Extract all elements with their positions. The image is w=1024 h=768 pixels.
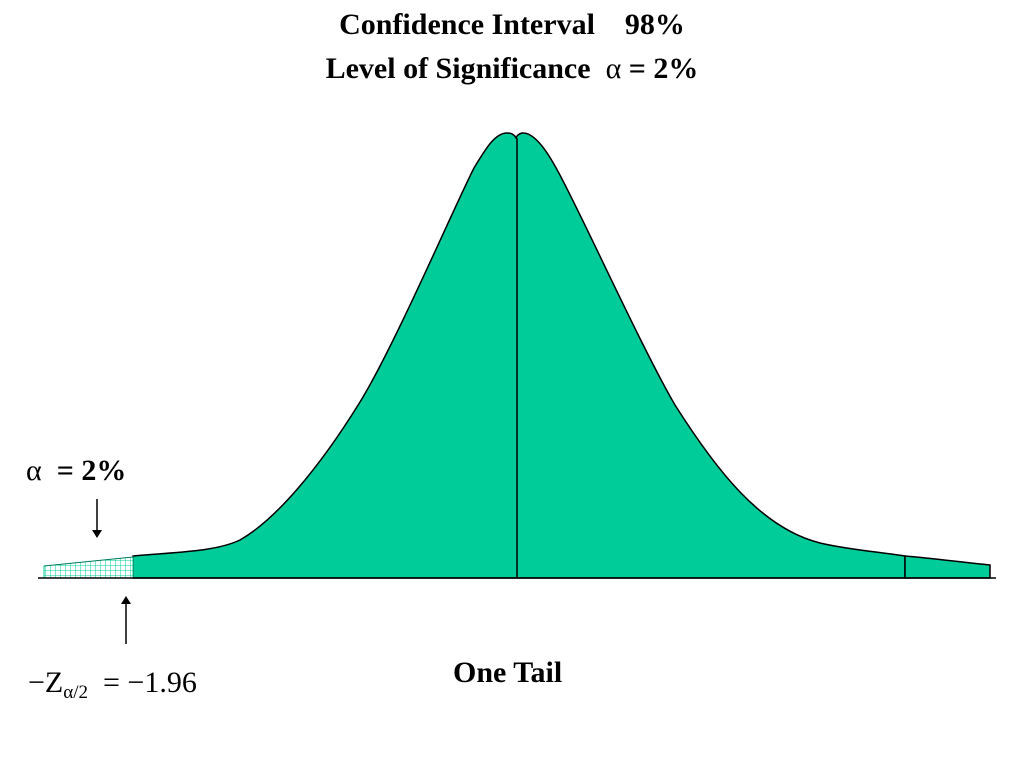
z-label-prefix: −Z xyxy=(28,666,64,699)
critical-z-label: −Zα/2 = −1.96 xyxy=(28,666,197,703)
bell-curve-body xyxy=(132,132,906,579)
down-arrow-icon xyxy=(92,530,102,538)
z-label-value: = −1.96 xyxy=(87,666,197,699)
alpha-symbol: α xyxy=(605,52,622,85)
alpha-label-symbol: α xyxy=(26,454,42,487)
alpha-label-value: = 2% xyxy=(41,454,127,487)
up-arrow-icon xyxy=(121,596,131,604)
title-alpha-value: = 2% xyxy=(621,52,699,85)
left-rejection-region xyxy=(43,556,134,579)
title-significance-text: Level of Significance xyxy=(325,52,606,85)
title-level-of-significance: Level of Significance α = 2% xyxy=(0,52,1024,86)
z-label-subscript: α/2 xyxy=(63,682,88,703)
title-confidence-interval: Confidence Interval 98% xyxy=(339,8,685,41)
right-tail-region xyxy=(904,555,991,579)
alpha-label: α = 2% xyxy=(26,454,126,488)
one-tail-label: One Tail xyxy=(453,656,563,689)
left-region-top-edge xyxy=(43,556,134,567)
